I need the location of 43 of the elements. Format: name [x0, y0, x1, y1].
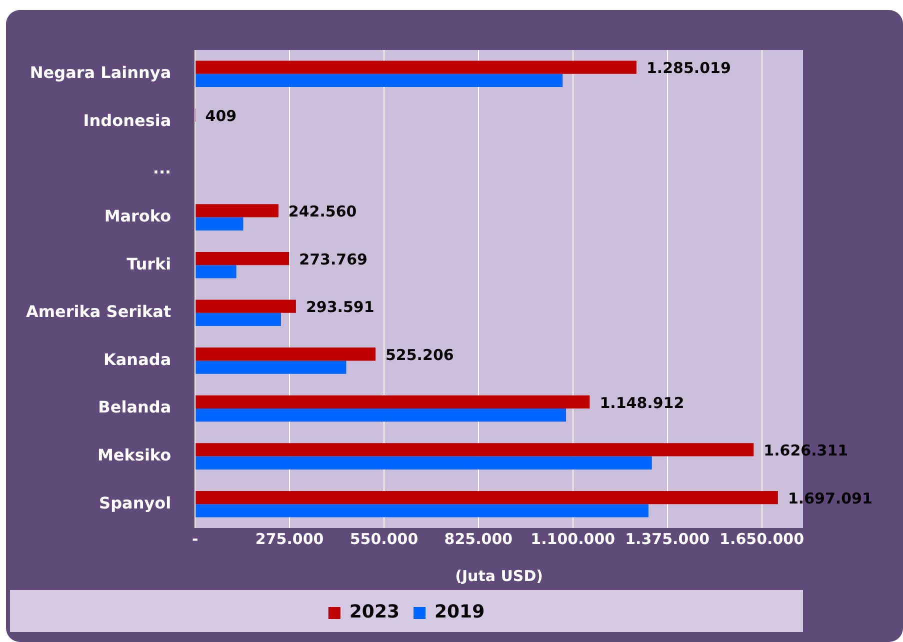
data-label: 273.769	[299, 250, 368, 268]
x-axis-title: (Juta USD)	[455, 566, 544, 585]
y-tick-label: Meksiko	[98, 445, 172, 464]
bar	[196, 408, 566, 422]
data-label: 525.206	[386, 346, 454, 364]
data-label: 409	[205, 107, 237, 126]
x-tick-label: -	[192, 530, 198, 548]
bar	[196, 360, 346, 374]
bar	[196, 443, 754, 456]
bar	[196, 312, 281, 326]
data-label: 242.560	[288, 202, 357, 221]
x-tick-label: 1.650.000	[720, 530, 804, 548]
y-tick-label: Indonesia	[83, 110, 172, 130]
legend-label: 2019	[434, 602, 485, 623]
data-label: 1.285.019	[646, 59, 731, 78]
data-label: 1.148.912	[600, 394, 684, 412]
y-tick-label: Turki	[126, 254, 172, 274]
bar	[196, 490, 778, 504]
bar	[196, 456, 652, 470]
y-tick-label: Amerika Serikat	[26, 302, 172, 322]
x-tick-label: 825.000	[444, 530, 513, 548]
data-label: 293.591	[306, 298, 374, 316]
bar	[196, 204, 278, 218]
bar	[196, 217, 244, 230]
bar	[196, 395, 590, 408]
y-tick-label: ...	[152, 158, 172, 178]
x-tick-label: 550.000	[350, 530, 418, 548]
y-tick-label: Maroko	[104, 206, 172, 226]
bar	[196, 504, 648, 518]
bar	[196, 252, 290, 266]
bar	[196, 60, 636, 74]
x-tick-label: 1.100.000	[530, 530, 616, 548]
y-tick-label: Belanda	[98, 398, 172, 417]
y-tick-label: Spanyol	[99, 493, 172, 512]
y-tick-label: Negara Lainnya	[30, 63, 172, 82]
x-tick-label: 1.375.000	[625, 530, 710, 548]
bar	[196, 74, 563, 88]
x-tick-label: 275.000	[255, 530, 324, 548]
bar	[196, 300, 296, 313]
bar	[196, 348, 376, 361]
bar	[196, 265, 236, 278]
legend-label: 2023	[349, 602, 400, 623]
y-tick-label: Kanada	[103, 350, 172, 369]
